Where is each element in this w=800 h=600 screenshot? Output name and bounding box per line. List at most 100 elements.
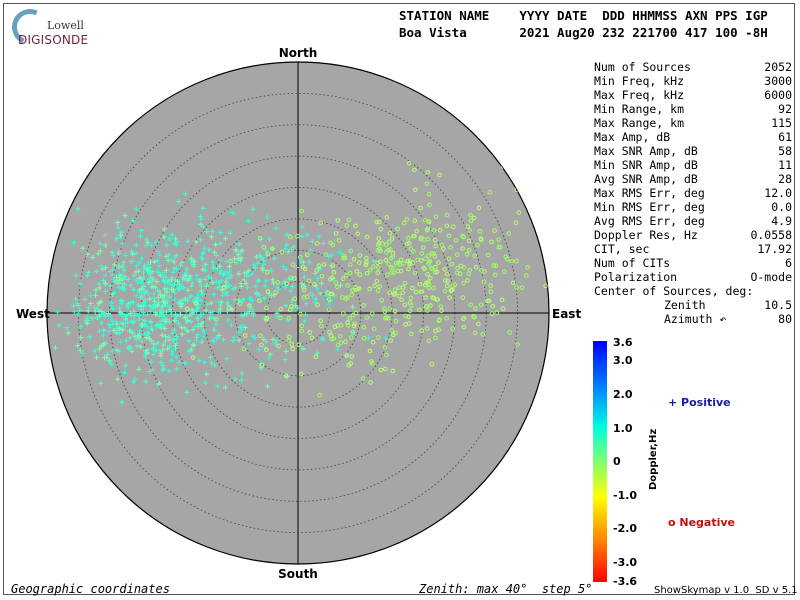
stat-value: 0.0 xyxy=(771,200,792,214)
logo-digisonde-text: DIGISONDE xyxy=(18,33,89,47)
negative-source-point xyxy=(516,210,522,215)
positive-source-point xyxy=(240,313,246,319)
positive-source-point xyxy=(213,321,219,327)
west-label: West xyxy=(16,307,50,321)
positive-source-point xyxy=(155,295,161,301)
positive-source-point xyxy=(154,279,160,285)
header-values: Boa Vista 2021 Aug20 232 221700 417 100 … xyxy=(399,25,768,40)
negative-source-point xyxy=(334,284,340,290)
positive-source-point xyxy=(171,290,177,296)
positive-source-point xyxy=(139,228,145,233)
stat-row: Max RMS Err, deg 12.0 xyxy=(594,186,792,200)
positive-source-point xyxy=(166,303,172,309)
positive-source-point xyxy=(71,309,77,315)
negative-source-point xyxy=(327,329,332,335)
negative-source-point xyxy=(437,317,442,323)
positive-source-point xyxy=(104,352,110,358)
positive-source-point xyxy=(153,312,158,317)
negative-source-point xyxy=(383,257,389,263)
positive-source-point xyxy=(246,341,252,346)
negative-source-point xyxy=(393,318,399,324)
negative-source-point xyxy=(509,258,515,264)
positive-source-point xyxy=(190,327,196,333)
positive-source-point xyxy=(185,287,191,293)
positive-source-point xyxy=(139,256,145,261)
positive-source-point xyxy=(107,324,113,330)
negative-source-point xyxy=(425,236,431,242)
negative-source-point xyxy=(343,273,349,278)
positive-source-point xyxy=(220,292,226,298)
negative-source-point xyxy=(305,252,310,257)
negative-source-point xyxy=(265,251,271,257)
positive-source-point xyxy=(141,283,147,289)
positive-source-point xyxy=(303,301,309,306)
positive-source-point xyxy=(175,285,181,291)
positive-source-point xyxy=(198,216,204,222)
positive-source-point xyxy=(182,315,188,321)
positive-source-point xyxy=(108,361,114,367)
positive-source-point xyxy=(131,273,137,279)
negative-source-point xyxy=(421,245,426,250)
negative-source-point xyxy=(431,251,437,256)
positive-source-point xyxy=(209,275,214,281)
negative-source-point xyxy=(406,160,412,166)
positive-source-point xyxy=(120,321,126,327)
positive-source-point xyxy=(122,370,128,376)
doppler-tick-label: 2.0 xyxy=(613,388,633,401)
positive-source-point xyxy=(212,362,218,368)
positive-source-point xyxy=(302,318,307,324)
positive-source-point xyxy=(78,335,84,341)
positive-source-point xyxy=(189,280,195,286)
negative-source-point xyxy=(425,279,431,285)
positive-source-point xyxy=(133,206,139,212)
positive-source-point xyxy=(135,279,141,285)
positive-source-point xyxy=(211,291,217,297)
positive-source-point xyxy=(273,341,279,347)
positive-source-point xyxy=(127,344,133,350)
negative-source-point xyxy=(325,290,331,296)
positive-source-point xyxy=(270,337,276,343)
positive-source-point xyxy=(102,233,108,238)
negative-source-point xyxy=(276,343,281,349)
negative-source-point xyxy=(185,306,190,312)
negative-source-point xyxy=(465,278,470,283)
positive-source-point xyxy=(98,312,104,317)
negative-source-point xyxy=(344,353,350,358)
positive-source-point xyxy=(185,298,191,304)
negative-source-point xyxy=(412,218,418,223)
negative-source-point xyxy=(485,298,490,304)
negative-source-point xyxy=(265,289,271,294)
positive-source-point xyxy=(239,377,244,383)
positive-source-point xyxy=(179,260,185,266)
positive-source-point xyxy=(140,277,145,283)
positive-source-point xyxy=(143,289,149,295)
positive-source-point xyxy=(116,265,122,271)
positive-source-point xyxy=(232,334,238,340)
negative-source-point xyxy=(384,249,389,255)
positive-source-point xyxy=(316,233,322,239)
positive-source-point xyxy=(118,320,124,326)
positive-source-point xyxy=(208,300,214,306)
negative-source-point xyxy=(357,253,363,258)
positive-source-point xyxy=(217,284,223,290)
positive-source-point xyxy=(198,255,204,261)
positive-source-point xyxy=(244,273,250,279)
positive-source-point xyxy=(225,271,231,277)
positive-source-point xyxy=(275,286,281,292)
negative-source-point xyxy=(391,270,397,275)
positive-source-point xyxy=(146,280,152,285)
positive-source-point xyxy=(267,351,273,357)
negative-source-point xyxy=(386,261,391,267)
positive-source-point xyxy=(254,292,260,297)
negative-source-point xyxy=(382,309,388,314)
negative-source-point xyxy=(376,265,381,270)
positive-source-point xyxy=(142,318,148,324)
positive-source-point xyxy=(122,274,128,280)
positive-source-point xyxy=(282,357,288,362)
positive-source-point xyxy=(155,381,161,387)
positive-source-point xyxy=(167,282,173,287)
negative-source-point xyxy=(279,249,285,255)
positive-source-point xyxy=(75,343,81,349)
negative-source-point xyxy=(348,335,354,340)
positive-source-point xyxy=(298,258,304,264)
